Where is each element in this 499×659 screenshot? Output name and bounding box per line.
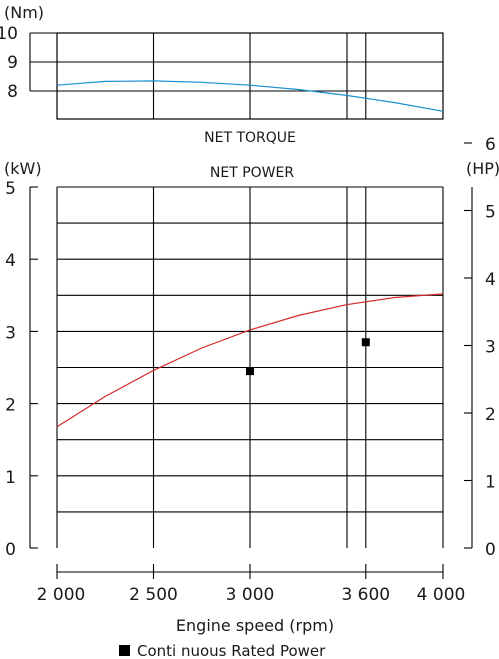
kw-axis-tick-label: 0 (5, 540, 16, 560)
x-axis-tick-label: 2 000 (37, 585, 86, 605)
kw-axis-tick-label: 1 (5, 468, 16, 488)
power-unit-label-kw: (kW) (4, 159, 42, 178)
legend-label: Conti nuous Rated Power (137, 642, 326, 659)
hp-axis-tick-label: 3 (485, 338, 496, 358)
torque-unit-label: (Nm) (4, 3, 44, 22)
power-axes: 0 1 2 3 4 5 0 1 2 3 4 5 6 (5, 135, 496, 560)
legend: Conti nuous Rated Power (119, 642, 326, 659)
rated-power-point (361, 338, 370, 347)
torque-y-tick-label: 10 (0, 24, 18, 44)
power-unit-label-hp: (HP) (466, 159, 499, 178)
power-title: NET POWER (210, 165, 294, 181)
x-axis: 2 000 2 500 3 000 3 600 4 000 (37, 564, 466, 605)
torque-y-tick-label: 8 (7, 82, 18, 102)
x-axis-tick-label: 3 000 (226, 585, 275, 605)
x-axis-tick-label: 3 600 (341, 585, 390, 605)
legend-marker (119, 645, 130, 656)
x-axis-label: Engine speed (rpm) (176, 616, 334, 635)
torque-y-axis: 8 9 10 (0, 24, 57, 102)
kw-axis-tick-label: 2 (5, 396, 16, 416)
hp-axis-tick-label: 6 (485, 135, 496, 155)
kw-axis-tick-label: 3 (5, 323, 16, 343)
x-axis-tick-label: 2 500 (129, 585, 178, 605)
hp-axis-tick-label: 0 (485, 540, 496, 560)
rated-power-points (246, 338, 370, 376)
power-grid (56, 186, 444, 548)
torque-grid (57, 33, 443, 119)
rated-power-point (246, 367, 254, 376)
torque-panel: (Nm) 8 9 10 NET TORQUE (0, 3, 444, 146)
hp-axis-tick-label: 1 (485, 473, 496, 493)
x-axis-tick-label: 4 000 (417, 585, 466, 605)
torque-series-line (56, 80, 444, 112)
kw-axis-tick-label: 5 (5, 179, 16, 199)
torque-y-tick-label: 9 (7, 53, 18, 73)
hp-axis-tick-label: 2 (485, 405, 496, 425)
hp-axis-tick-label: 5 (485, 203, 496, 223)
torque-title: NET TORQUE (204, 130, 296, 146)
power-series-line (56, 293, 444, 428)
kw-axis-tick-label: 4 (5, 251, 16, 271)
hp-axis-tick-label: 4 (485, 270, 496, 290)
